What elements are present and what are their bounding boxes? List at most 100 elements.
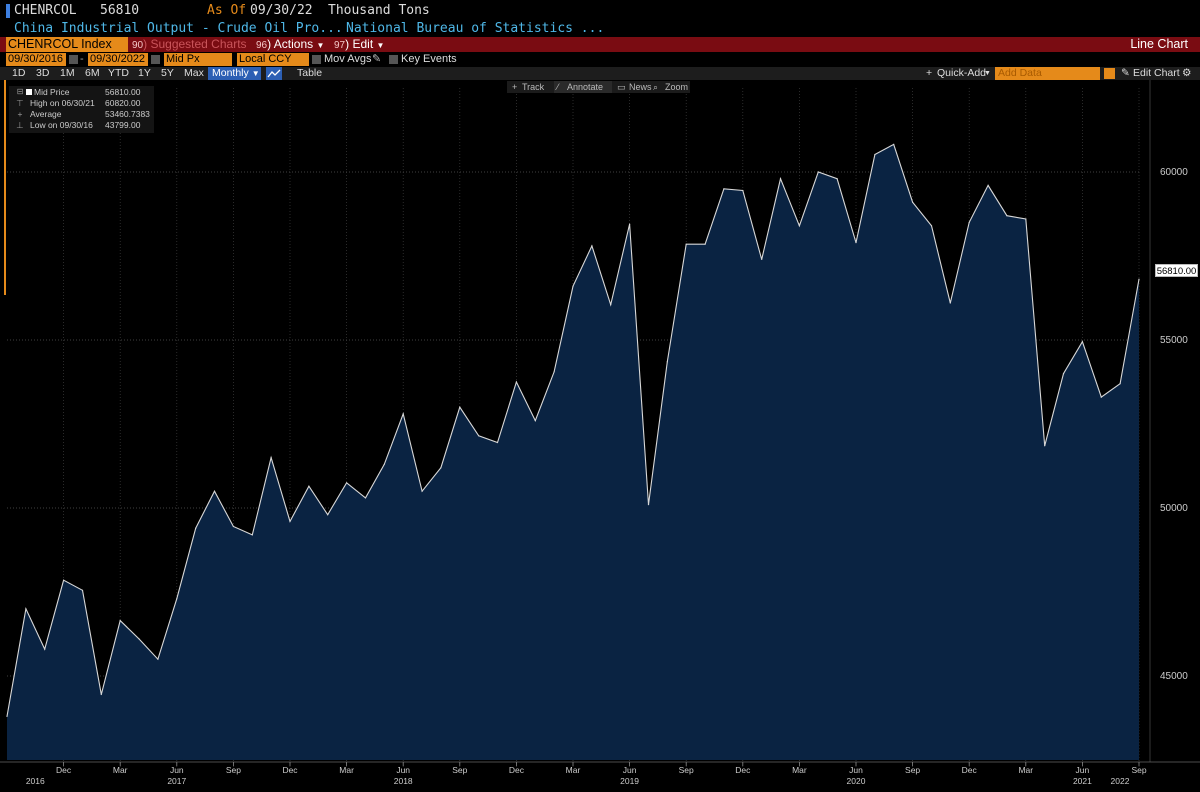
x-month-label: Dec	[962, 765, 978, 775]
period-5y[interactable]: 5Y	[161, 67, 174, 79]
quick-add-dropdown-icon[interactable]: ▼	[984, 70, 991, 77]
ticker-symbol: CHENRCOL	[14, 3, 77, 18]
add-data-input[interactable]: Add Data	[995, 67, 1100, 80]
edit-chart-button[interactable]: Edit Chart	[1133, 67, 1180, 79]
data-point	[1119, 383, 1121, 385]
data-point	[251, 534, 253, 536]
edit-menu[interactable]: 97) Edit ▼	[334, 37, 384, 52]
settings-gear-icon[interactable]: ⚙	[1182, 67, 1192, 79]
x-month-label: Dec	[735, 765, 751, 775]
data-point	[383, 463, 385, 465]
zoom-button[interactable]: Zoom	[665, 82, 689, 92]
add-data-calendar-icon[interactable]	[1104, 68, 1115, 79]
period-max[interactable]: Max	[184, 67, 204, 79]
units-label: Thousand Tons	[328, 3, 430, 18]
line-chart-toggle-icon[interactable]	[266, 67, 282, 80]
mov-avgs-label[interactable]: Mov Avgs	[324, 53, 372, 65]
data-point	[968, 221, 970, 223]
currency-select[interactable]: Local CCY	[237, 53, 309, 66]
data-point	[440, 467, 442, 469]
period-ytd[interactable]: YTD	[108, 67, 129, 79]
legend-collapse-icon[interactable]: ⊟	[16, 87, 24, 96]
frequency-dropdown-icon: ▼	[251, 69, 260, 78]
suggested-charts-label: Suggested Charts	[150, 37, 247, 51]
data-point	[195, 527, 197, 529]
table-button[interactable]: Table	[297, 67, 323, 79]
period-3d[interactable]: 3D	[36, 67, 50, 79]
key-events-checkbox[interactable]	[389, 55, 398, 64]
y-axis: 45000 50000 55000 60000	[1149, 80, 1188, 762]
frequency-label: Monthly	[212, 67, 249, 79]
edit-chart-pencil-icon[interactable]: ✎	[1121, 67, 1130, 79]
data-point	[270, 457, 272, 459]
legend-high-value: 60820.00	[105, 98, 141, 108]
zoom-icon[interactable]: ⌕	[653, 82, 659, 92]
track-icon[interactable]: +	[512, 82, 518, 92]
pencil-icon[interactable]: ✎	[372, 53, 382, 65]
data-point	[817, 171, 819, 173]
x-month-label: Mar	[1018, 765, 1033, 775]
data-point	[496, 441, 499, 444]
price-chart[interactable]: 45000 50000 55000 60000 Dec Mar Jun Sep Dec Mar J…	[0, 80, 1200, 792]
x-month-label: Sep	[452, 765, 467, 775]
mov-avgs-checkbox[interactable]	[312, 55, 321, 64]
x-year-label: 2021	[1073, 776, 1092, 786]
legend-avg-value: 53460.7383	[105, 109, 150, 119]
period-1m[interactable]: 1M	[60, 67, 75, 79]
suggested-charts-menu[interactable]: 90) Suggested Charts	[132, 37, 247, 52]
period-6m[interactable]: 6M	[85, 67, 100, 79]
legend-mid-row: ⊟ Mid Price 56810.00	[9, 87, 154, 97]
x-year-label: 2017	[167, 776, 186, 786]
data-point	[742, 189, 744, 192]
data-point	[591, 245, 593, 247]
key-events-label[interactable]: Key Events	[401, 53, 457, 65]
annotate-button[interactable]: Annotate	[567, 82, 604, 92]
annotate-highlight	[554, 81, 612, 93]
start-date-input[interactable]: 09/30/2016	[6, 53, 66, 66]
x-month-label: Mar	[339, 765, 354, 775]
data-point	[534, 420, 536, 422]
data-point	[25, 608, 27, 610]
frequency-select[interactable]: Monthly ▼	[208, 67, 261, 80]
data-point	[666, 361, 668, 363]
end-date-input[interactable]: 09/30/2022	[88, 53, 148, 66]
data-point	[893, 143, 895, 145]
period-1d[interactable]: 1D	[12, 67, 26, 79]
data-point	[1081, 341, 1083, 343]
quick-add-plus-icon[interactable]: +	[926, 67, 933, 79]
data-point	[761, 258, 763, 260]
actions-menu[interactable]: 96) Actions ▼	[256, 37, 324, 52]
data-point	[478, 435, 480, 437]
series-area-fill	[7, 144, 1139, 760]
legend-panel[interactable]: ⊟ Mid Price 56810.00 ⊤ High on 06/30/21 …	[9, 86, 154, 133]
chart-area[interactable]: 45000 50000 55000 60000 Dec Mar Jun Sep Dec Mar J…	[0, 80, 1200, 792]
data-point	[289, 520, 291, 522]
data-point	[912, 201, 914, 203]
field-select[interactable]: Mid Px	[164, 53, 232, 66]
annotate-icon[interactable]: ⁄	[557, 82, 559, 92]
x-month-label: Mar	[113, 765, 128, 775]
x-month-label: Jun	[396, 765, 410, 775]
legend-avg-row: + Average 53460.7383	[9, 109, 154, 119]
data-point	[459, 406, 461, 408]
security-marker	[6, 4, 10, 18]
news-icon[interactable]: ▭	[617, 82, 626, 92]
security-field[interactable]: CHENRCOL Index	[6, 37, 128, 52]
data-point	[1025, 218, 1027, 220]
quick-add-button[interactable]: Quick-Add	[937, 67, 987, 79]
legend-low-icon: ⊥	[16, 120, 24, 130]
legend-high-label: High on 06/30/21	[30, 98, 95, 108]
legend-low-value: 43799.00	[105, 120, 141, 130]
track-button[interactable]: Track	[522, 82, 545, 92]
end-calendar-icon[interactable]	[151, 55, 160, 64]
x-month-label: Sep	[679, 765, 694, 775]
period-1y[interactable]: 1Y	[138, 67, 151, 79]
x-month-label: Dec	[56, 765, 72, 775]
news-button[interactable]: News	[629, 82, 652, 92]
start-calendar-icon[interactable]	[69, 55, 78, 64]
x-month-label: Jun	[170, 765, 184, 775]
legend-series-swatch	[26, 89, 32, 95]
as-of-date: 09/30/22	[250, 3, 313, 18]
x-axis: Dec Mar Jun Sep Dec Mar Jun Sep Dec Mar Jun Sep Dec M…	[0, 761, 1200, 786]
data-point	[308, 485, 310, 487]
